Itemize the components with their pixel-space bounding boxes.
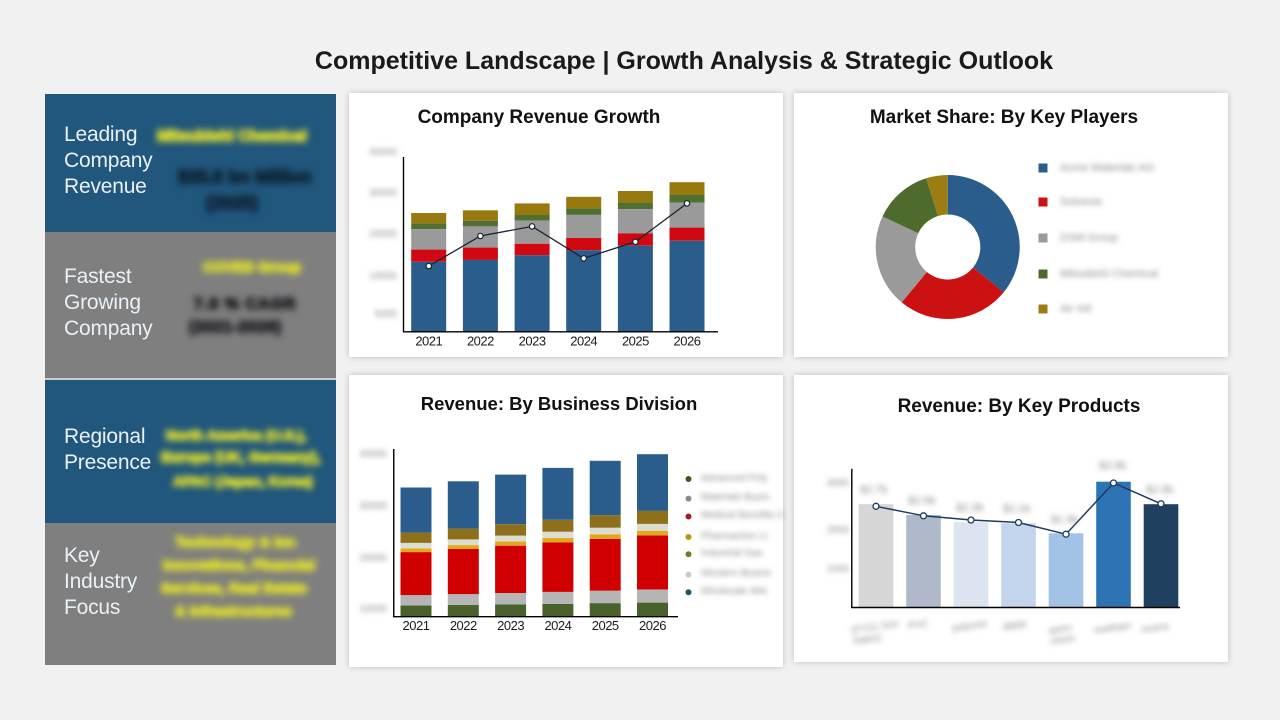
svg-text:2022: 2022 — [450, 618, 477, 633]
svg-text:2026: 2026 — [639, 618, 666, 633]
svg-text:2025: 2025 — [592, 618, 619, 633]
svg-text:2023: 2023 — [497, 618, 524, 633]
svg-text:2022: 2022 — [467, 334, 494, 349]
svg-text:2023: 2023 — [519, 334, 546, 349]
svg-text:2024: 2024 — [544, 618, 571, 633]
svg-text:2021: 2021 — [403, 618, 430, 633]
svg-text:2024: 2024 — [570, 334, 597, 349]
svg-text:2025: 2025 — [622, 334, 649, 349]
svg-text:2026: 2026 — [674, 334, 701, 349]
svg-text:2021: 2021 — [415, 334, 442, 349]
